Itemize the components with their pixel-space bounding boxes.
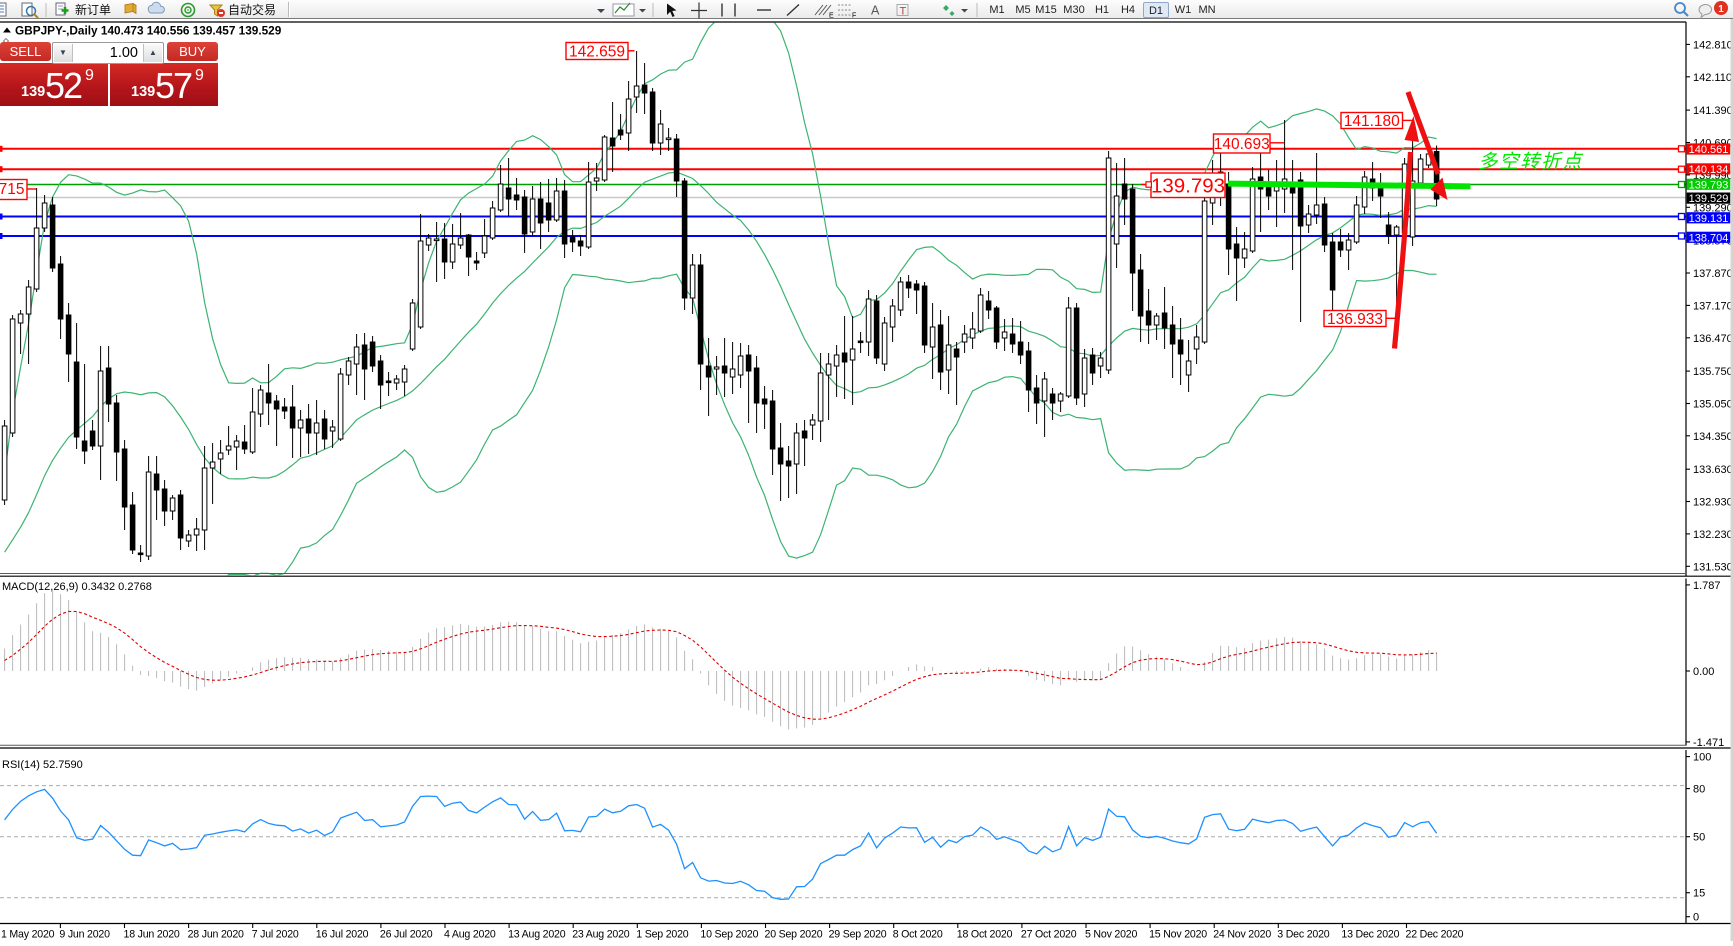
svg-text:139.529: 139.529: [1689, 193, 1729, 205]
svg-text:RSI(14) 52.7590: RSI(14) 52.7590: [2, 759, 83, 771]
svg-text:100: 100: [1693, 752, 1711, 764]
svg-text:715: 715: [0, 181, 25, 198]
svg-text:142.659: 142.659: [569, 44, 625, 61]
svg-text:15 Nov 2020: 15 Nov 2020: [1149, 929, 1207, 941]
svg-text:80: 80: [1693, 784, 1705, 796]
svg-text:9 Jun 2020: 9 Jun 2020: [59, 929, 110, 941]
svg-text:1: 1: [1718, 4, 1724, 15]
svg-text:3 Dec 2020: 3 Dec 2020: [1277, 929, 1329, 941]
svg-text:140.134: 140.134: [1689, 164, 1729, 176]
svg-text:139.131: 139.131: [1689, 213, 1729, 225]
svg-text:20 Sep 2020: 20 Sep 2020: [765, 929, 823, 941]
svg-text:136.470: 136.470: [1693, 333, 1733, 345]
svg-text:137.170: 137.170: [1693, 300, 1733, 312]
svg-text:8 Oct 2020: 8 Oct 2020: [893, 929, 943, 941]
svg-text:A: A: [871, 4, 880, 18]
svg-text:136.933: 136.933: [1327, 311, 1383, 328]
svg-text:139.793: 139.793: [1689, 179, 1729, 191]
svg-text:50: 50: [1693, 832, 1705, 844]
svg-text:7 Jul 2020: 7 Jul 2020: [252, 929, 299, 941]
svg-text:18 Jun 2020: 18 Jun 2020: [124, 929, 180, 941]
svg-text:138.704: 138.704: [1689, 232, 1729, 244]
svg-text:132.230: 132.230: [1693, 529, 1733, 541]
svg-text:1.787: 1.787: [1693, 580, 1721, 592]
svg-text:15: 15: [1693, 888, 1705, 900]
svg-text:4 Aug 2020: 4 Aug 2020: [444, 929, 496, 941]
svg-text:-1.471: -1.471: [1693, 737, 1724, 749]
svg-text:131.530: 131.530: [1693, 561, 1733, 573]
svg-text:0.00: 0.00: [1693, 666, 1714, 678]
svg-text:MACD(12,26,9) 0.3432 0.2768: MACD(12,26,9) 0.3432 0.2768: [2, 581, 152, 593]
svg-text:1 Sep 2020: 1 Sep 2020: [636, 929, 689, 941]
svg-text:0: 0: [1693, 912, 1699, 924]
svg-text:141.390: 141.390: [1693, 105, 1733, 117]
svg-text:140.561: 140.561: [1689, 144, 1729, 156]
svg-text:27 Oct 2020: 27 Oct 2020: [1021, 929, 1077, 941]
svg-text:GBPJPY-,Daily 140.473 140.556: GBPJPY-,Daily 140.473 140.556 139.457 13…: [15, 24, 282, 38]
svg-text:26 Jul 2020: 26 Jul 2020: [380, 929, 433, 941]
svg-text:24 Nov 2020: 24 Nov 2020: [1213, 929, 1271, 941]
svg-text:18 Oct 2020: 18 Oct 2020: [957, 929, 1013, 941]
svg-text:137.870: 137.870: [1693, 268, 1733, 280]
svg-text:22 Dec 2020: 22 Dec 2020: [1406, 929, 1464, 941]
svg-text:13 Aug 2020: 13 Aug 2020: [508, 929, 566, 941]
svg-text:139.793: 139.793: [1151, 175, 1225, 198]
svg-text:28 Jun 2020: 28 Jun 2020: [188, 929, 244, 941]
svg-text:29 Sep 2020: 29 Sep 2020: [829, 929, 887, 941]
svg-text:F: F: [852, 13, 856, 20]
svg-text:142.810: 142.810: [1693, 39, 1733, 51]
svg-text:1 May 2020: 1 May 2020: [1, 929, 55, 941]
svg-text:多空转折点: 多空转折点: [1478, 151, 1584, 173]
svg-text:132.930: 132.930: [1693, 497, 1733, 509]
svg-text:140.693: 140.693: [1214, 136, 1270, 153]
svg-text:134.350: 134.350: [1693, 431, 1733, 443]
svg-text:135.050: 135.050: [1693, 399, 1733, 411]
svg-text:141.180: 141.180: [1344, 113, 1400, 130]
svg-text:16 Jul 2020: 16 Jul 2020: [316, 929, 369, 941]
svg-text:5 Nov 2020: 5 Nov 2020: [1085, 929, 1137, 941]
svg-text:10 Sep 2020: 10 Sep 2020: [700, 929, 758, 941]
svg-text:13 Dec 2020: 13 Dec 2020: [1341, 929, 1399, 941]
svg-text:E: E: [829, 13, 834, 20]
svg-text:142.110: 142.110: [1693, 72, 1732, 84]
svg-text:135.750: 135.750: [1693, 366, 1733, 378]
svg-text:23 Aug 2020: 23 Aug 2020: [572, 929, 630, 941]
svg-text:133.630: 133.630: [1693, 464, 1733, 476]
